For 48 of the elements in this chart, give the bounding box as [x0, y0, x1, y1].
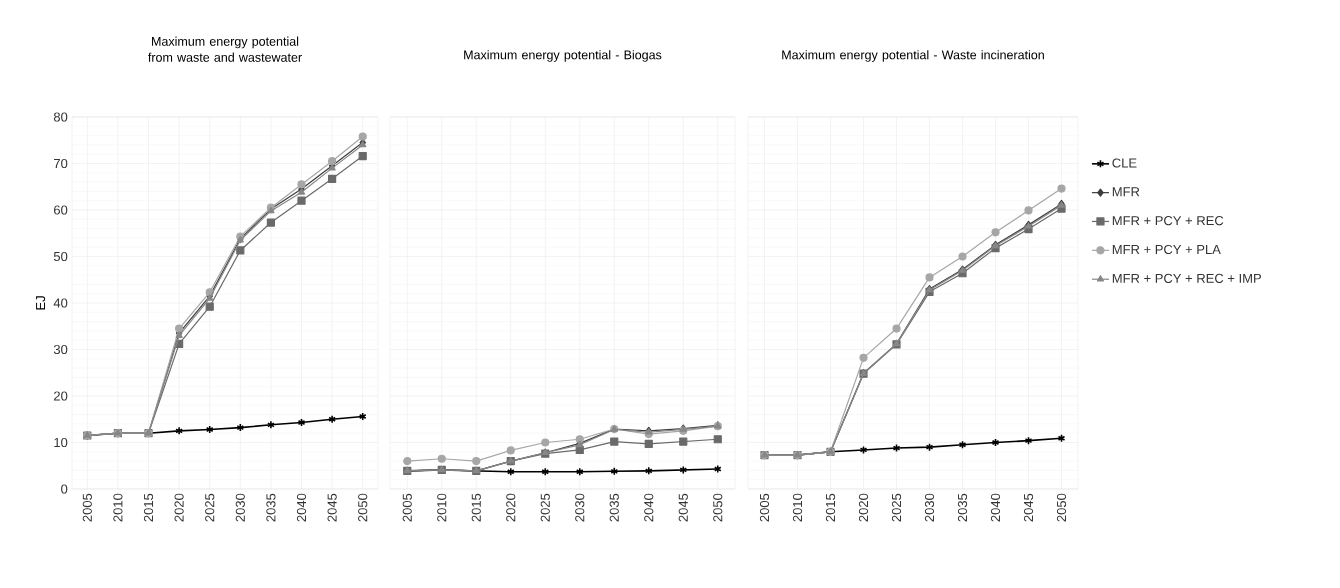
x-tick-label: 2015 [471, 493, 481, 522]
x-tick-label: 2040 [644, 493, 654, 522]
y-tick-label: 10 [54, 437, 68, 448]
legend-label: CLE [1112, 158, 1137, 168]
y-tick-label: 50 [53, 251, 68, 262]
x-tick-label: 2005 [402, 493, 412, 522]
y-tick-label: 30 [53, 344, 68, 355]
x-tick-label: 2025 [205, 493, 215, 522]
x-tick-label: 2020 [174, 493, 184, 522]
x-tick-label: 2030 [575, 493, 585, 522]
legend-label: MFR [1112, 187, 1140, 197]
x-tick-label: 2030 [924, 493, 935, 522]
x-tick-label: 2035 [266, 493, 276, 522]
x-tick-label: 2045 [678, 493, 688, 522]
y-axis-title: EJ [36, 296, 46, 310]
x-tick-label: 2010 [437, 493, 447, 522]
x-tick-label: 2030 [235, 493, 245, 522]
x-tick-label: 2045 [1023, 493, 1034, 522]
chart-title: Maximum energy potential - Biogas [464, 50, 662, 62]
y-tick-label: 70 [54, 158, 68, 169]
chart-title: Maximum energy potential from waste and wastewater [148, 36, 302, 62]
x-tick-label: 2050 [713, 493, 723, 522]
x-tick-label: 2040 [296, 493, 307, 522]
x-tick-label: 2050 [358, 493, 368, 522]
chart-title: Maximum energy potential - Waste incineration [782, 50, 1044, 62]
x-tick-label: 2010 [113, 493, 123, 522]
y-tick-label: 40 [53, 298, 68, 308]
x-tick-label: 2005 [82, 493, 92, 522]
x-tick-label: 2025 [891, 493, 902, 522]
y-tick-label: 0 [61, 484, 68, 494]
y-tick-label: 80 [53, 112, 68, 122]
legend-label: MFR + PCY + REC [1112, 216, 1224, 226]
x-tick-label: 2005 [759, 493, 770, 522]
x-tick-label: 2025 [540, 493, 550, 522]
y-tick-label: 20 [54, 391, 68, 401]
legend-label: MFR + PCY + REC + IMP [1112, 273, 1261, 283]
legend-label: MFR + PCY + PLA [1112, 244, 1221, 255]
x-tick-label: 2015 [825, 493, 836, 522]
x-tick-label: 2015 [143, 493, 154, 522]
y-tick-label: 60 [54, 205, 68, 215]
x-tick-label: 2035 [957, 493, 968, 522]
x-tick-label: 2035 [609, 493, 619, 522]
x-tick-label: 2020 [858, 493, 869, 522]
x-tick-label: 2010 [792, 493, 803, 522]
x-tick-label: 2040 [990, 493, 1001, 522]
x-tick-label: 2050 [1056, 493, 1067, 522]
x-tick-label: 2045 [327, 493, 337, 522]
x-tick-label: 2020 [506, 493, 516, 522]
